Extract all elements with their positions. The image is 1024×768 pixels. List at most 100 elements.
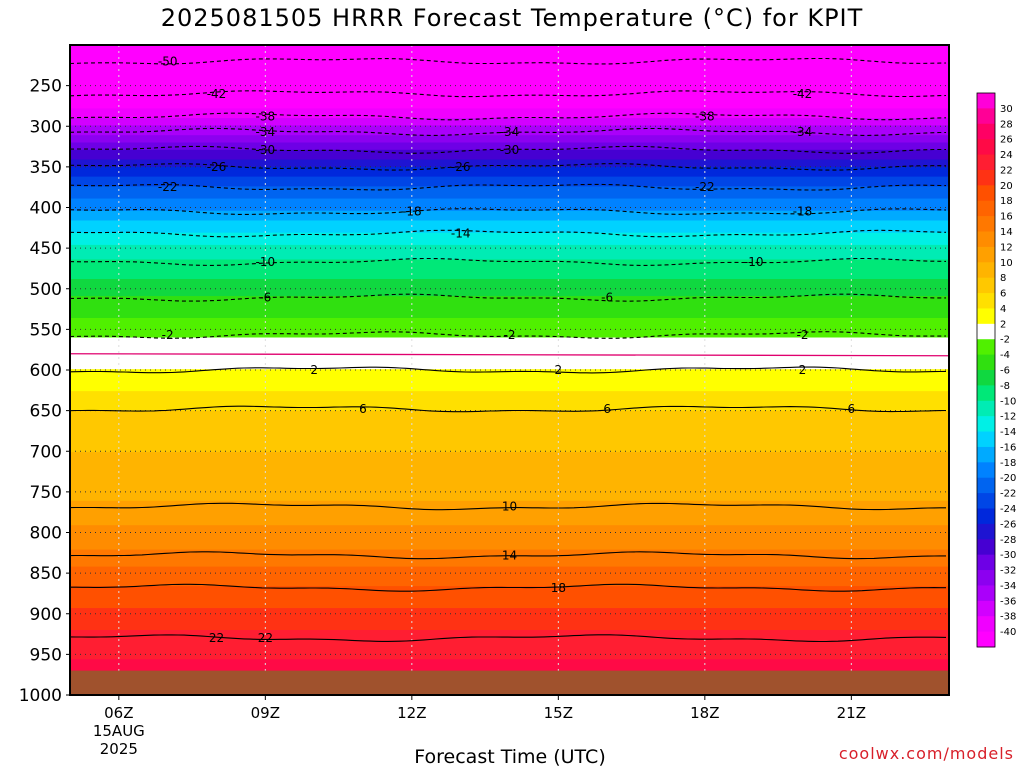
temperature-band xyxy=(70,247,949,251)
y-tick-label: 900 xyxy=(30,605,62,625)
contour-line xyxy=(70,502,946,511)
temperature-band xyxy=(70,308,949,312)
temperature-band xyxy=(70,525,949,529)
contour-label: -22 xyxy=(158,180,178,194)
colorbar-swatch xyxy=(977,493,995,509)
contour-label: -42 xyxy=(793,87,813,101)
temperature-band xyxy=(70,581,949,585)
temperature-band xyxy=(70,632,949,636)
temperature-band xyxy=(70,227,949,231)
colorbar-swatch xyxy=(977,262,995,279)
colorbar-label: 28 xyxy=(1000,119,1013,130)
colorbar-label: -8 xyxy=(1000,381,1010,392)
contour-label: 10 xyxy=(502,500,517,514)
temperature-band xyxy=(70,600,949,604)
temperature-band xyxy=(70,176,949,180)
credit-link[interactable]: coolwx.com/models xyxy=(838,744,1014,763)
temperature-band xyxy=(70,79,949,83)
x-axis-label: Forecast Time (UTC) xyxy=(414,746,605,768)
temperature-band xyxy=(70,408,949,412)
contour-label: -30 xyxy=(256,143,276,157)
temperature-band xyxy=(70,410,949,414)
temperature-band xyxy=(70,556,949,560)
colorbar-label: -26 xyxy=(1000,519,1016,530)
temperature-band xyxy=(70,583,949,587)
temperature-band xyxy=(70,354,949,358)
temperature-band xyxy=(70,430,949,434)
temperature-band xyxy=(70,449,949,453)
temperature-band xyxy=(70,476,949,480)
contour-label: -14 xyxy=(451,227,471,241)
colorbar: 30 28 26 24 22 20 18 16 14 12 10 8 6 4 2 -2 -4 -6 -8 -10 -12… xyxy=(976,92,1016,648)
temperature-band xyxy=(70,315,949,319)
temperature-band xyxy=(70,74,949,78)
temperature-band xyxy=(70,576,949,580)
temperature-band xyxy=(70,378,949,382)
temperature-band xyxy=(70,93,949,97)
temperature-band xyxy=(70,486,949,490)
temperature-band xyxy=(70,320,949,324)
temperature-band xyxy=(70,339,949,343)
contour-line xyxy=(70,57,947,65)
temperature-band xyxy=(70,291,949,295)
temperature-band xyxy=(70,198,949,202)
temperature-band xyxy=(70,266,949,270)
temperature-band xyxy=(70,396,949,400)
temperature-band xyxy=(70,47,949,51)
colorbar-swatch xyxy=(977,93,995,109)
temperature-band xyxy=(70,522,949,526)
temperature-band xyxy=(70,118,949,122)
temperature-band xyxy=(70,98,949,102)
temperature-band xyxy=(70,105,949,109)
temperature-band xyxy=(70,400,949,404)
temperature-band xyxy=(70,84,949,88)
temperature-band xyxy=(70,559,949,563)
contour-lines: -50-42 -42-38 -38-34 -34 -34-30 -30-26 -26-22-… xyxy=(70,54,949,645)
colorbar-swatch xyxy=(977,554,995,571)
contour-label: 2 xyxy=(799,363,807,377)
x-tick-sublabel: 2025 xyxy=(100,740,138,758)
temperature-band xyxy=(70,69,949,73)
contour-label: 6 xyxy=(848,402,856,416)
colorbar-swatch xyxy=(977,277,995,294)
y-axis: 250 300 350 400 450 500 550 600 650 700 750 800 850 9… xyxy=(19,77,70,706)
x-tick-label: 09Z xyxy=(251,704,280,722)
contour-label: -2 xyxy=(162,328,174,342)
temperature-band xyxy=(70,481,949,485)
temperature-band xyxy=(70,240,949,244)
y-tick-label: 250 xyxy=(30,77,62,97)
temperature-band xyxy=(70,488,949,492)
x-tick-label: 12Z xyxy=(397,704,426,722)
temperature-band xyxy=(70,425,949,429)
temperature-band xyxy=(70,261,949,265)
temperature-band xyxy=(70,293,949,297)
temperature-band xyxy=(70,271,949,275)
colorbar-label: 30 xyxy=(1000,104,1013,115)
temperature-band xyxy=(70,413,949,417)
temperature-band xyxy=(70,186,949,190)
temperature-band xyxy=(70,59,949,63)
temperature-band xyxy=(70,91,949,95)
contour-line xyxy=(70,229,947,238)
temperature-band xyxy=(70,661,949,665)
contour-line xyxy=(70,112,947,121)
temperature-band xyxy=(70,205,949,209)
temperature-band xyxy=(70,651,949,655)
contour-label: 18 xyxy=(551,581,566,595)
contour-label: 2 xyxy=(555,363,563,377)
x-tick-sublabel: 15AUG xyxy=(93,722,145,740)
temperature-band xyxy=(70,88,949,92)
temperature-band xyxy=(70,534,949,538)
temperature-band xyxy=(70,503,949,507)
colorbar-swatch xyxy=(977,139,995,156)
temperature-band xyxy=(70,627,949,631)
temperature-band xyxy=(70,591,949,595)
temperature-band xyxy=(70,140,949,144)
temperature-band xyxy=(70,62,949,66)
y-tick-label: 550 xyxy=(30,320,62,340)
temperature-band xyxy=(70,249,949,253)
contour-line xyxy=(70,208,947,215)
colorbar-label: -34 xyxy=(1000,581,1016,592)
temperature-band xyxy=(70,276,949,280)
